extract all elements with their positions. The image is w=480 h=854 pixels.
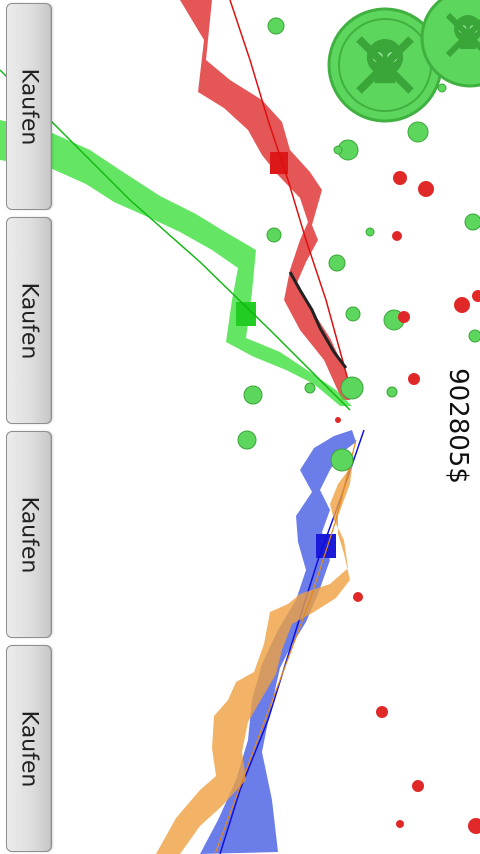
red-coins xyxy=(335,171,480,834)
buy-button-label: Kaufen xyxy=(16,496,42,573)
buy-button-3[interactable]: Kaufen xyxy=(6,431,52,638)
buy-button-label: Kaufen xyxy=(16,282,42,359)
red-price-track xyxy=(180,0,350,400)
buy-button-2[interactable]: Kaufen xyxy=(6,217,52,424)
buy-button-label: Kaufen xyxy=(16,68,42,145)
green-coins xyxy=(237,17,480,472)
buy-button-label: Kaufen xyxy=(16,710,42,787)
orange-price-track xyxy=(156,439,357,854)
buy-button-1[interactable]: Kaufen xyxy=(6,3,52,210)
money-balance: 902805$ xyxy=(443,368,473,484)
large-coin-skull-icon xyxy=(420,0,480,88)
buy-button-4[interactable]: Kaufen xyxy=(6,645,52,852)
large-coin-skull-icon xyxy=(327,7,443,123)
green-price-track xyxy=(0,69,352,411)
